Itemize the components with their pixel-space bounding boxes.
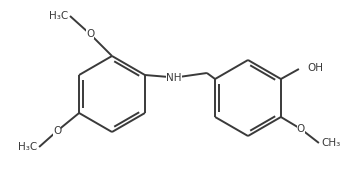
Text: O: O [53,126,61,136]
Text: H₃C: H₃C [18,142,37,152]
Text: H₃C: H₃C [49,11,68,21]
Text: CH₃: CH₃ [321,138,340,148]
Text: O: O [86,29,94,39]
Text: O: O [297,124,305,134]
Text: NH: NH [166,73,182,83]
Text: OH: OH [307,63,323,73]
